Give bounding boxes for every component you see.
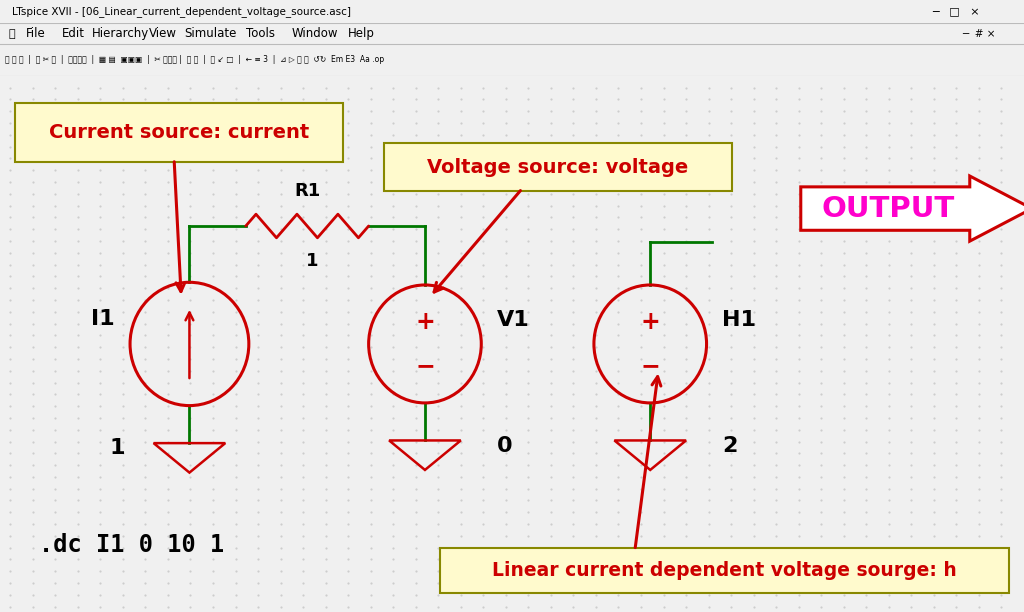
Text: Window: Window bbox=[292, 27, 338, 40]
Text: Voltage source: voltage: Voltage source: voltage bbox=[427, 157, 689, 176]
Text: I1: I1 bbox=[91, 309, 115, 329]
Text: Hierarchy: Hierarchy bbox=[92, 27, 150, 40]
Text: File: File bbox=[26, 27, 45, 40]
Text: 0: 0 bbox=[497, 436, 512, 456]
Text: R1: R1 bbox=[294, 182, 321, 200]
Text: .dc I1 0 10 1: .dc I1 0 10 1 bbox=[39, 533, 224, 557]
Text: 2: 2 bbox=[722, 436, 737, 456]
Text: 🔌: 🔌 bbox=[8, 29, 14, 39]
Text: Tools: Tools bbox=[246, 27, 274, 40]
Text: +: + bbox=[415, 310, 435, 334]
FancyBboxPatch shape bbox=[384, 143, 732, 191]
FancyBboxPatch shape bbox=[440, 548, 1009, 593]
FancyBboxPatch shape bbox=[801, 176, 1024, 241]
Text: ─  # ×: ─ # × bbox=[963, 29, 996, 39]
Text: ⬛ 📂 💾  |  🔧 ✂ 🖐  |  🔍🔍🔍🔴  |  ▦ ▤  ▣▣▣  |  ✂ 📋📋🔎 |  🖨 📋  |  🖊 ↙ □  |  ← ≡ 3  |  ⊿: ⬛ 📂 💾 | 🔧 ✂ 🖐 | 🔍🔍🔍🔴 | ▦ ▤ ▣▣▣ | ✂ 📋📋🔎 |… bbox=[5, 56, 384, 64]
FancyBboxPatch shape bbox=[15, 103, 343, 162]
Text: View: View bbox=[148, 27, 176, 40]
Text: −: − bbox=[640, 354, 660, 378]
Text: Linear current dependent voltage sourge: h: Linear current dependent voltage sourge:… bbox=[493, 561, 956, 580]
Text: +: + bbox=[640, 310, 660, 334]
Text: LTspice XVII - [06_Linear_current_dependent_voltage_source.asc]: LTspice XVII - [06_Linear_current_depend… bbox=[12, 6, 351, 17]
Text: OUTPUT: OUTPUT bbox=[821, 195, 954, 223]
Text: Help: Help bbox=[348, 27, 375, 40]
Text: ─   □   ×: ─ □ × bbox=[932, 7, 980, 17]
Text: H1: H1 bbox=[722, 310, 756, 330]
Text: Current source: current: Current source: current bbox=[49, 122, 309, 142]
Text: 1: 1 bbox=[306, 252, 318, 270]
Text: Edit: Edit bbox=[61, 27, 84, 40]
Text: V1: V1 bbox=[497, 310, 529, 330]
Text: Simulate: Simulate bbox=[184, 27, 237, 40]
Text: 1: 1 bbox=[110, 438, 125, 458]
Text: −: − bbox=[415, 354, 435, 378]
